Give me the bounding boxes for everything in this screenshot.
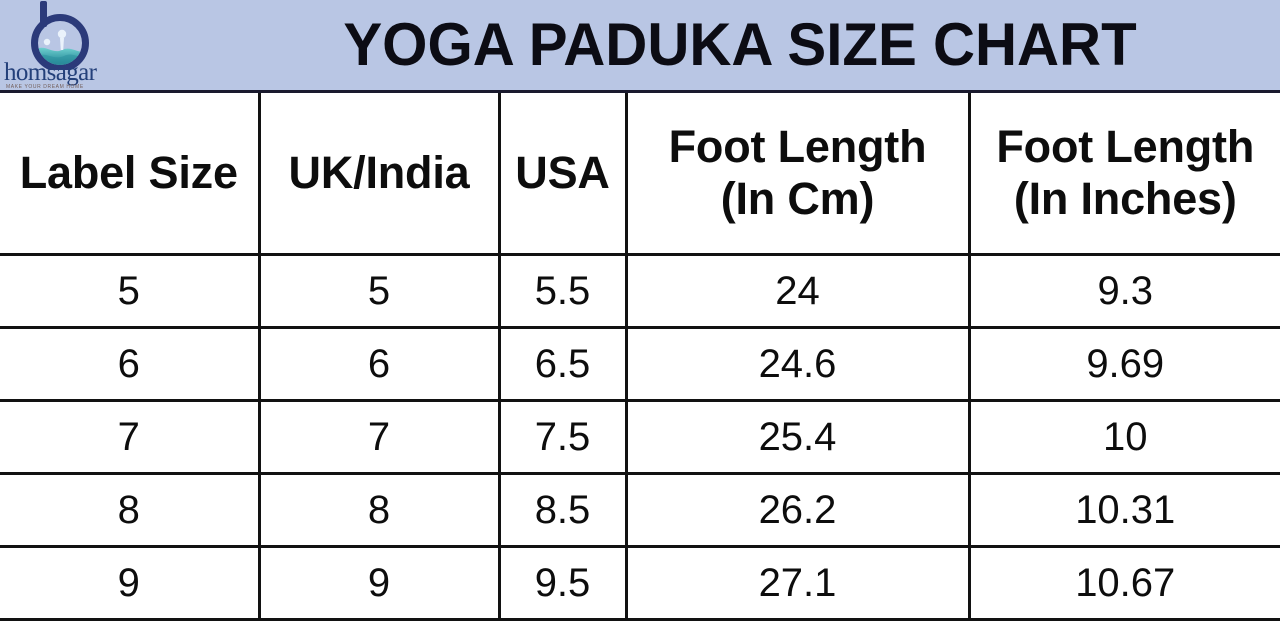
column-header-uk-india: UK/India	[259, 93, 501, 256]
cell-foot-in: 10.67	[969, 546, 1280, 621]
cell-usa: 7.5	[499, 400, 628, 475]
cell-usa: 8.5	[499, 473, 628, 548]
column-header-foot-length-inches-line1: Foot Length	[996, 121, 1255, 172]
cell-uk-india: 9	[259, 546, 501, 621]
cell-label-size: 6	[0, 327, 261, 402]
chart-header-band: homsagar MAKE YOUR DREAM HOME YOGA PADUK…	[0, 0, 1280, 93]
column-header-foot-length-cm-line1: Foot Length	[668, 121, 927, 172]
table-row: 9 9 9.5 27.1 10.67	[0, 546, 1280, 621]
cell-uk-india: 8	[259, 473, 501, 548]
column-header-foot-length-inches-line2: (In Inches)	[1013, 173, 1237, 224]
cell-uk-india: 5	[259, 254, 501, 329]
cell-foot-in: 9.69	[969, 327, 1280, 402]
column-header-usa-line1: USA	[515, 147, 610, 198]
cell-label-size: 9	[0, 546, 261, 621]
table-header-row: Label Size UK/India USA Foot Length (In …	[0, 93, 1280, 256]
size-chart-table: Label Size UK/India USA Foot Length (In …	[0, 93, 1280, 621]
brand-wordmark: homsagar	[4, 59, 97, 86]
column-header-label-size: Label Size	[0, 93, 261, 256]
cell-foot-cm: 26.2	[626, 473, 971, 548]
column-header-label-size-line1: Label Size	[19, 147, 238, 198]
column-header-usa: USA	[499, 93, 628, 256]
table-row: 6 6 6.5 24.6 9.69	[0, 327, 1280, 402]
cell-label-size: 7	[0, 400, 261, 475]
cell-foot-in: 10	[969, 400, 1280, 475]
cell-foot-in: 10.31	[969, 473, 1280, 548]
table-header: Label Size UK/India USA Foot Length (In …	[0, 93, 1280, 256]
column-header-uk-india-line1: UK/India	[288, 147, 470, 198]
cell-label-size: 5	[0, 254, 261, 329]
homsagar-circle-water-logo-icon	[20, 1, 96, 72]
table-row: 5 5 5.5 24 9.3	[0, 254, 1280, 329]
cell-usa: 9.5	[499, 546, 628, 621]
column-header-foot-length-cm: Foot Length (In Cm)	[626, 93, 971, 256]
column-header-foot-length-inches: Foot Length (In Inches)	[969, 93, 1280, 256]
cell-label-size: 8	[0, 473, 261, 548]
cell-foot-cm: 24	[626, 254, 971, 329]
cell-usa: 6.5	[499, 327, 628, 402]
cell-uk-india: 6	[259, 327, 501, 402]
cell-uk-india: 7	[259, 400, 501, 475]
page-title: YOGA PADUKA SIZE CHART	[343, 11, 1137, 78]
column-header-foot-length-cm-line2: (In Cm)	[720, 173, 875, 224]
cell-foot-in: 9.3	[969, 254, 1280, 329]
cell-foot-cm: 24.6	[626, 327, 971, 402]
table-body: 5 5 5.5 24 9.3 6 6 6.5 24.6 9.69 7 7 7.5…	[0, 254, 1280, 621]
brand-logo: homsagar MAKE YOUR DREAM HOME	[4, 0, 132, 90]
cell-foot-cm: 25.4	[626, 400, 971, 475]
table-row: 8 8 8.5 26.2 10.31	[0, 473, 1280, 548]
table-row: 7 7 7.5 25.4 10	[0, 400, 1280, 475]
cell-usa: 5.5	[499, 254, 628, 329]
cell-foot-cm: 27.1	[626, 546, 971, 621]
brand-tagline: MAKE YOUR DREAM HOME	[6, 84, 84, 90]
